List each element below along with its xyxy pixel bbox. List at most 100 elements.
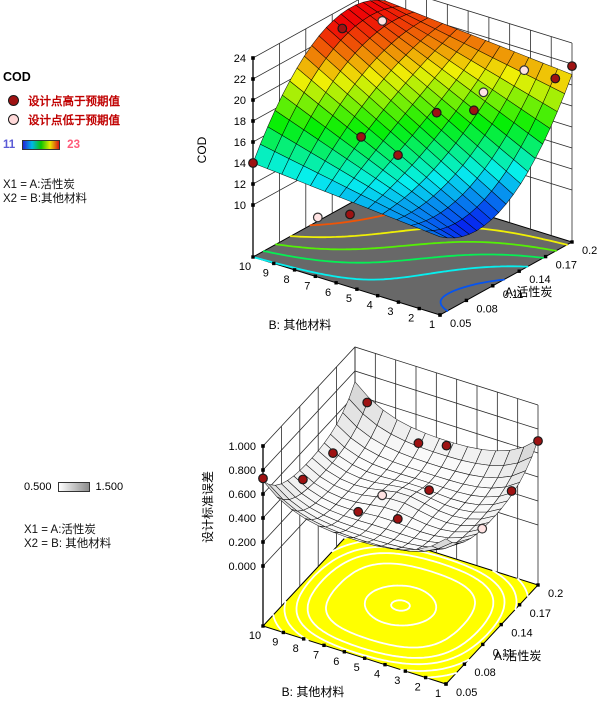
x-tick-label: 0.2	[548, 588, 563, 600]
y-tick-label: 5	[346, 293, 352, 305]
z-tick-label: 0.000	[228, 561, 256, 573]
z-tick	[261, 540, 265, 544]
x-tick-label: 0.08	[476, 303, 497, 315]
y-tick-label: 4	[374, 669, 380, 681]
y-tick-label: 3	[387, 306, 393, 318]
y-axis-title: B: 其他材料	[282, 685, 345, 699]
y-tick-label: 7	[313, 649, 319, 661]
y-tick-label: 10	[249, 630, 261, 642]
surface-quad	[431, 538, 453, 550]
y-tick-label: 7	[304, 280, 310, 292]
x-tick	[491, 284, 495, 288]
y-tick	[375, 293, 380, 298]
z-axis-title: COD	[195, 136, 209, 163]
surface-quad	[425, 230, 448, 239]
axis-ticks: 0.05 0.08 0.11 0.14 0.17 0.2 10 9 8 7 6 5 4 3 2 1 A:活性炭 B…	[249, 583, 563, 700]
y-tick	[272, 261, 276, 266]
y-tick-label: 4	[367, 300, 373, 312]
x-tick	[570, 240, 574, 244]
z-tick	[251, 98, 255, 102]
y-tick	[383, 662, 387, 667]
y-tick	[444, 682, 448, 686]
z-tick-label: 16	[234, 137, 246, 149]
design-point-below-icon	[8, 114, 19, 125]
z-axis-title: 设计标准误差	[201, 471, 215, 543]
x-tick-label: 0.11	[493, 647, 514, 659]
x-tick	[517, 269, 521, 273]
x-tick-label: 0.05	[456, 687, 477, 699]
design-points	[248, 15, 577, 223]
factor-definitions: X1 = A:活性炭 X2 = B:其他材料	[3, 178, 120, 206]
design-point-above	[356, 131, 367, 142]
design-point-below	[519, 65, 530, 76]
z-tick	[251, 140, 255, 144]
z-tick	[251, 182, 255, 186]
y-tick-label: 8	[293, 643, 299, 655]
x-tick-label: 0.11	[503, 289, 524, 301]
y-tick	[292, 268, 297, 272]
y-tick-label: 9	[272, 636, 278, 648]
design-point-above	[362, 397, 373, 408]
x-tick-label: 0.2	[582, 245, 597, 257]
y-tick-label: 8	[283, 274, 289, 286]
x-tick-label: 0.05	[450, 318, 471, 330]
y-tick	[396, 300, 401, 304]
y-tick	[342, 650, 347, 654]
legend-below-row: 设计点低于预期值	[3, 110, 120, 129]
contour-line	[252, 256, 529, 281]
z-tick-label: 14	[234, 158, 246, 170]
x-tick	[464, 298, 469, 303]
y-tick	[362, 656, 367, 660]
legend-above-label: 设计点高于预期值	[28, 95, 120, 108]
z-tick-label: 0.200	[228, 537, 256, 549]
surface-mesh	[252, 0, 573, 239]
factor-x2: X2 = B:其他材料	[3, 193, 88, 205]
color-scale-row: 11 23	[3, 138, 120, 152]
design-point-above	[392, 514, 403, 524]
z-tick	[251, 203, 255, 207]
legend-cod: COD 设计点高于预期值 设计点低于预期值 11 23 X1 = A:活性炭 X…	[3, 70, 120, 206]
z-tick-label: 0.400	[228, 513, 256, 525]
design-point-above-icon	[8, 95, 19, 106]
design-point-above	[424, 485, 435, 496]
design-point-above	[248, 158, 258, 168]
z-tick	[261, 468, 265, 472]
design-point-above	[469, 105, 479, 116]
z-tick	[251, 56, 255, 60]
gray-scale-row: 0.500 1.500	[24, 480, 123, 494]
z-tick	[251, 119, 255, 123]
z-tick-label: 1.000	[228, 441, 256, 453]
design-point-above	[533, 436, 543, 446]
legend-title: COD	[3, 70, 31, 84]
design-point-above	[550, 73, 561, 84]
design-point-above	[441, 440, 452, 451]
legend-stderr: 0.500 1.500 X1 = A:活性炭 X2 = B: 其他材料	[24, 480, 123, 551]
factor-x1: X1 = A:活性炭	[24, 524, 96, 536]
scale-min-label: 0.500	[24, 481, 52, 493]
z-tick	[261, 564, 265, 568]
y-tick-label: 2	[415, 682, 421, 694]
design-point-above	[298, 474, 308, 485]
cod-surface-plot: 0.05 0.08 0.11 0.14 0.17 0.2 10 9 8 7 6 5 4 3 2 1 A:活性炭 B…	[195, 0, 597, 332]
design-point-above	[413, 438, 424, 449]
y-tick	[403, 669, 408, 673]
z-tick-label: 24	[234, 53, 246, 65]
z-axis: 0.000 0.200 0.400 0.600 0.800 1.000 设计标准误差	[201, 441, 265, 626]
contour-line	[306, 552, 495, 659]
legend-below-label: 设计点低于预期值	[28, 114, 120, 127]
design-point-above	[567, 61, 577, 71]
z-tick	[261, 492, 265, 496]
x-tick	[517, 603, 522, 607]
z-tick-label: 0.800	[228, 465, 256, 477]
x-tick-label: 0.14	[511, 628, 532, 640]
contour-line	[275, 240, 557, 252]
z-tick	[251, 77, 255, 81]
x-tick	[536, 583, 540, 587]
design-point-below	[377, 15, 388, 26]
x-axis-title: A:活性炭	[494, 649, 541, 663]
z-axis: 10 12 14 16 18 20 22 24 COD	[195, 53, 255, 257]
y-tick	[334, 281, 338, 285]
axis-ticks: 0.05 0.08 0.11 0.14 0.17 0.2 10 9 8 7 6 5 4 3 2 1 A:活性炭 B…	[239, 240, 597, 332]
y-tick-label: 1	[435, 688, 441, 700]
